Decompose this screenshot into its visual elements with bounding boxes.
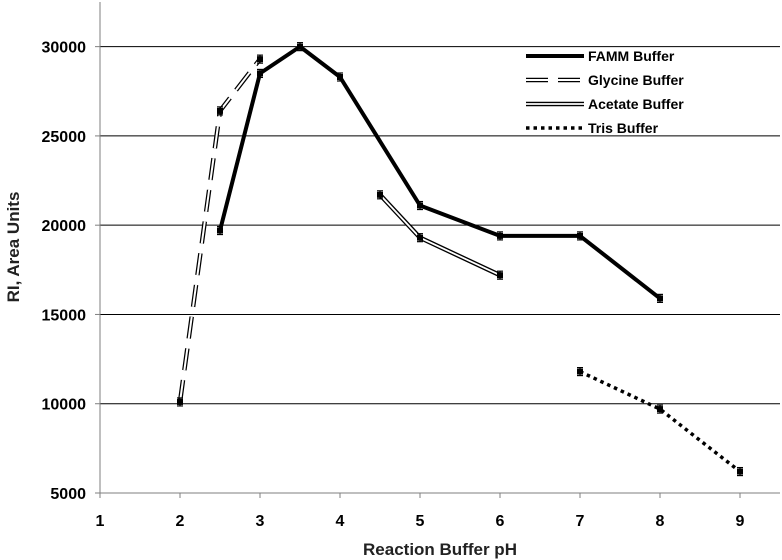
series-famm-buffer [217, 42, 663, 303]
data-point [297, 43, 303, 50]
x-tick-label: 2 [176, 513, 185, 530]
y-axis-title: RI, Area Units [4, 192, 23, 303]
legend-label: Glycine Buffer [588, 72, 684, 88]
data-point [657, 295, 663, 302]
data-point [657, 406, 663, 413]
x-tick-label: 4 [336, 513, 345, 530]
series-line [579, 370, 742, 473]
legend-item: FAMM Buffer [526, 48, 675, 64]
series-layer [177, 42, 743, 477]
x-tick-label: 1 [96, 513, 105, 530]
x-tick-label: 7 [576, 513, 585, 530]
y-tick-label: 25000 [42, 129, 87, 146]
data-point [417, 202, 423, 209]
data-point [337, 73, 343, 80]
data-point [377, 191, 383, 198]
series-line [218, 44, 662, 300]
data-point [217, 107, 223, 114]
series-acetate-buffer [377, 190, 503, 280]
data-point [417, 234, 423, 241]
series-tris-buffer [577, 366, 743, 477]
data-point [737, 468, 743, 475]
data-point [577, 368, 583, 375]
x-tick-label: 6 [496, 513, 505, 530]
y-tick-label: 5000 [50, 486, 86, 503]
x-tick-label: 3 [256, 513, 265, 530]
series-line-inner [379, 194, 501, 277]
legend-label: FAMM Buffer [588, 48, 675, 64]
legend-item: Tris Buffer [526, 120, 659, 136]
data-point [577, 232, 583, 239]
data-point [497, 232, 503, 239]
legend-label: Tris Buffer [588, 120, 659, 136]
x-tick-label: 9 [736, 513, 745, 530]
axes [95, 2, 780, 498]
series-line [378, 193, 501, 278]
gridlines [100, 46, 780, 405]
tick-labels: 5000 10000 15000 20000 25000 30000 1 2 3 4 5 6 7 8 9 [42, 40, 745, 530]
x-tick-label: 8 [656, 513, 665, 530]
y-tick-label: 30000 [42, 40, 87, 57]
data-point [257, 56, 263, 63]
x-tick-label: 5 [416, 513, 425, 530]
y-tick-label: 20000 [42, 218, 87, 235]
legend-item: Acetate Buffer [526, 96, 684, 112]
data-point [497, 272, 503, 279]
series-glycine-buffer [177, 54, 263, 407]
legend-item: Glycine Buffer [526, 72, 684, 88]
y-tick-label: 10000 [42, 397, 87, 414]
legend: FAMM Buffer Glycine Buffer Acetate Buffer T… [526, 48, 684, 136]
legend-label: Acetate Buffer [588, 96, 684, 112]
data-point [177, 398, 183, 405]
data-point [217, 227, 223, 234]
data-point [257, 70, 263, 77]
x-axis-title: Reaction Buffer pH [363, 540, 517, 559]
y-tick-label: 15000 [42, 307, 87, 324]
